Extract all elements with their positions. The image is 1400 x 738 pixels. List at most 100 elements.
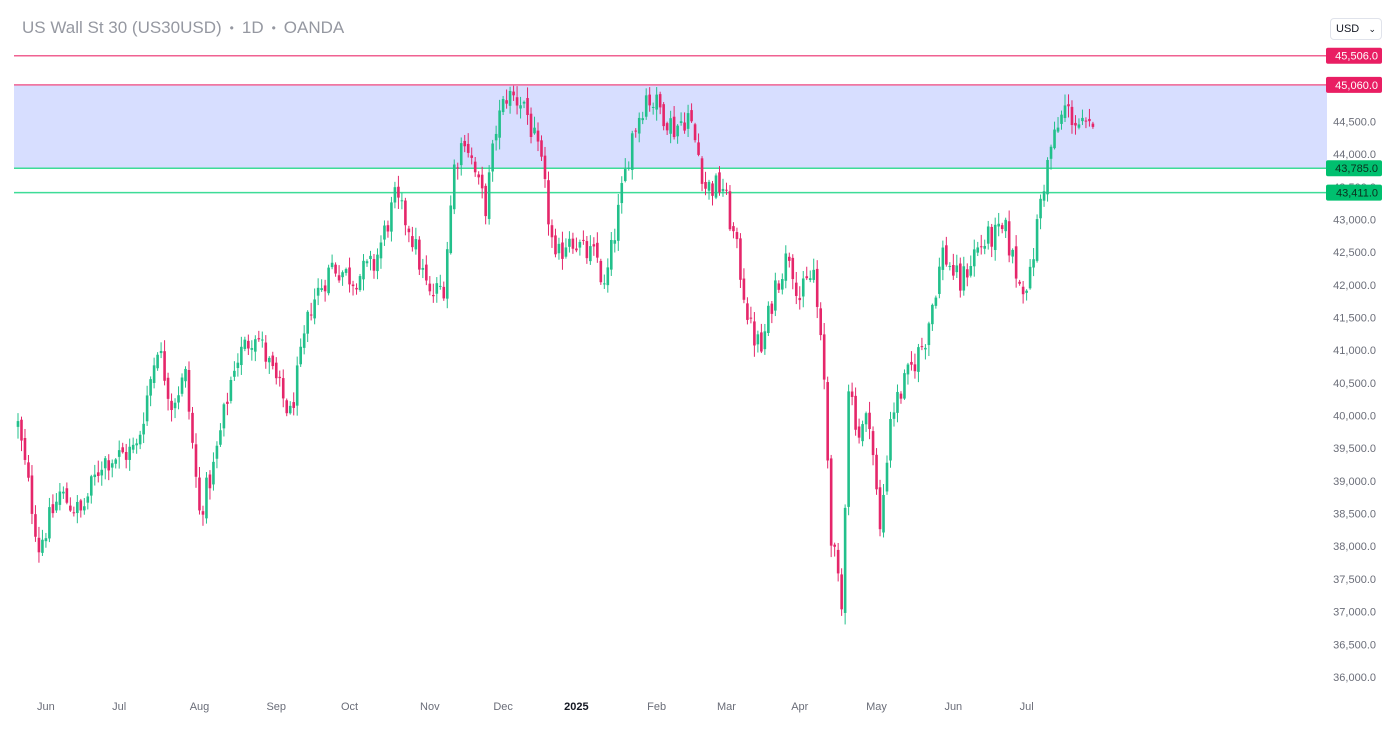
candle[interactable]	[927, 321, 931, 357]
candle[interactable]	[641, 111, 645, 125]
candle[interactable]	[400, 192, 404, 210]
candle[interactable]	[840, 568, 843, 616]
candle[interactable]	[386, 220, 390, 238]
candle[interactable]	[473, 156, 477, 177]
candle[interactable]	[438, 274, 442, 290]
candle[interactable]	[763, 323, 767, 355]
candle[interactable]	[254, 335, 257, 362]
candle[interactable]	[1074, 115, 1077, 135]
candle[interactable]	[138, 430, 142, 450]
candle[interactable]	[564, 238, 568, 259]
candle[interactable]	[334, 262, 337, 277]
candle[interactable]	[16, 413, 20, 439]
candle[interactable]	[62, 486, 65, 499]
candle[interactable]	[540, 135, 543, 162]
candle[interactable]	[288, 401, 292, 415]
candle[interactable]	[89, 474, 93, 504]
candle[interactable]	[945, 236, 948, 267]
candle[interactable]	[753, 312, 756, 357]
candle[interactable]	[997, 212, 1000, 237]
candle[interactable]	[979, 234, 983, 255]
candle[interactable]	[414, 227, 418, 255]
candle[interactable]	[878, 479, 882, 537]
candle[interactable]	[533, 116, 536, 135]
candle[interactable]	[152, 357, 156, 389]
candle[interactable]	[1056, 117, 1060, 133]
candle[interactable]	[547, 171, 550, 236]
candle[interactable]	[742, 268, 746, 304]
candle[interactable]	[372, 254, 376, 279]
candle[interactable]	[903, 369, 906, 400]
candle[interactable]	[170, 393, 173, 422]
candle[interactable]	[826, 376, 829, 469]
candle[interactable]	[760, 323, 763, 354]
candle[interactable]	[1021, 281, 1025, 304]
candle[interactable]	[676, 124, 679, 144]
candle[interactable]	[135, 438, 138, 454]
candle[interactable]	[690, 103, 693, 123]
candle[interactable]	[1014, 235, 1018, 288]
candle[interactable]	[972, 239, 976, 277]
candle[interactable]	[774, 272, 777, 317]
candle[interactable]	[983, 239, 987, 255]
interval-label[interactable]: 1D	[241, 18, 264, 37]
candle[interactable]	[794, 271, 798, 305]
candle[interactable]	[187, 361, 191, 420]
candle[interactable]	[711, 180, 714, 206]
candle[interactable]	[34, 505, 37, 542]
candle[interactable]	[58, 482, 62, 511]
candle[interactable]	[107, 454, 111, 481]
candle[interactable]	[484, 183, 487, 225]
candle[interactable]	[1007, 210, 1011, 263]
candle[interactable]	[327, 264, 330, 296]
candle[interactable]	[222, 402, 226, 437]
candle[interactable]	[868, 401, 871, 440]
candle[interactable]	[145, 385, 149, 426]
candle[interactable]	[613, 228, 617, 253]
candle[interactable]	[257, 330, 261, 342]
candle[interactable]	[142, 412, 145, 444]
candle[interactable]	[358, 273, 362, 292]
candle[interactable]	[651, 102, 655, 115]
candle[interactable]	[285, 398, 289, 417]
candle[interactable]	[955, 254, 959, 278]
candle[interactable]	[732, 222, 735, 239]
candle[interactable]	[41, 529, 44, 556]
candle[interactable]	[72, 506, 76, 517]
candle[interactable]	[1035, 214, 1039, 263]
candle[interactable]	[302, 325, 306, 355]
candle[interactable]	[281, 369, 285, 408]
candle[interactable]	[131, 437, 135, 454]
candle[interactable]	[728, 185, 732, 232]
candle[interactable]	[240, 336, 243, 375]
candle[interactable]	[23, 428, 27, 465]
candle[interactable]	[906, 362, 910, 385]
candle[interactable]	[93, 464, 97, 486]
candle[interactable]	[83, 498, 86, 515]
candle[interactable]	[194, 433, 198, 488]
candle[interactable]	[1049, 144, 1053, 170]
candle[interactable]	[508, 86, 512, 114]
candle[interactable]	[875, 448, 878, 495]
candle[interactable]	[407, 225, 411, 243]
candle[interactable]	[1039, 194, 1042, 230]
candle[interactable]	[623, 158, 627, 183]
candle[interactable]	[561, 231, 564, 270]
candle[interactable]	[428, 276, 432, 296]
candle[interactable]	[920, 337, 924, 351]
candle[interactable]	[355, 283, 358, 295]
candle[interactable]	[121, 442, 124, 454]
candle[interactable]	[543, 146, 547, 188]
candle[interactable]	[156, 352, 159, 371]
candle[interactable]	[924, 344, 927, 360]
candle[interactable]	[20, 416, 23, 452]
candle[interactable]	[707, 179, 711, 200]
candle[interactable]	[149, 376, 152, 407]
candle[interactable]	[630, 130, 634, 180]
candle[interactable]	[672, 106, 676, 140]
candle[interactable]	[798, 286, 802, 310]
candle[interactable]	[390, 196, 393, 242]
candle[interactable]	[864, 411, 868, 432]
candle[interactable]	[1046, 157, 1049, 202]
